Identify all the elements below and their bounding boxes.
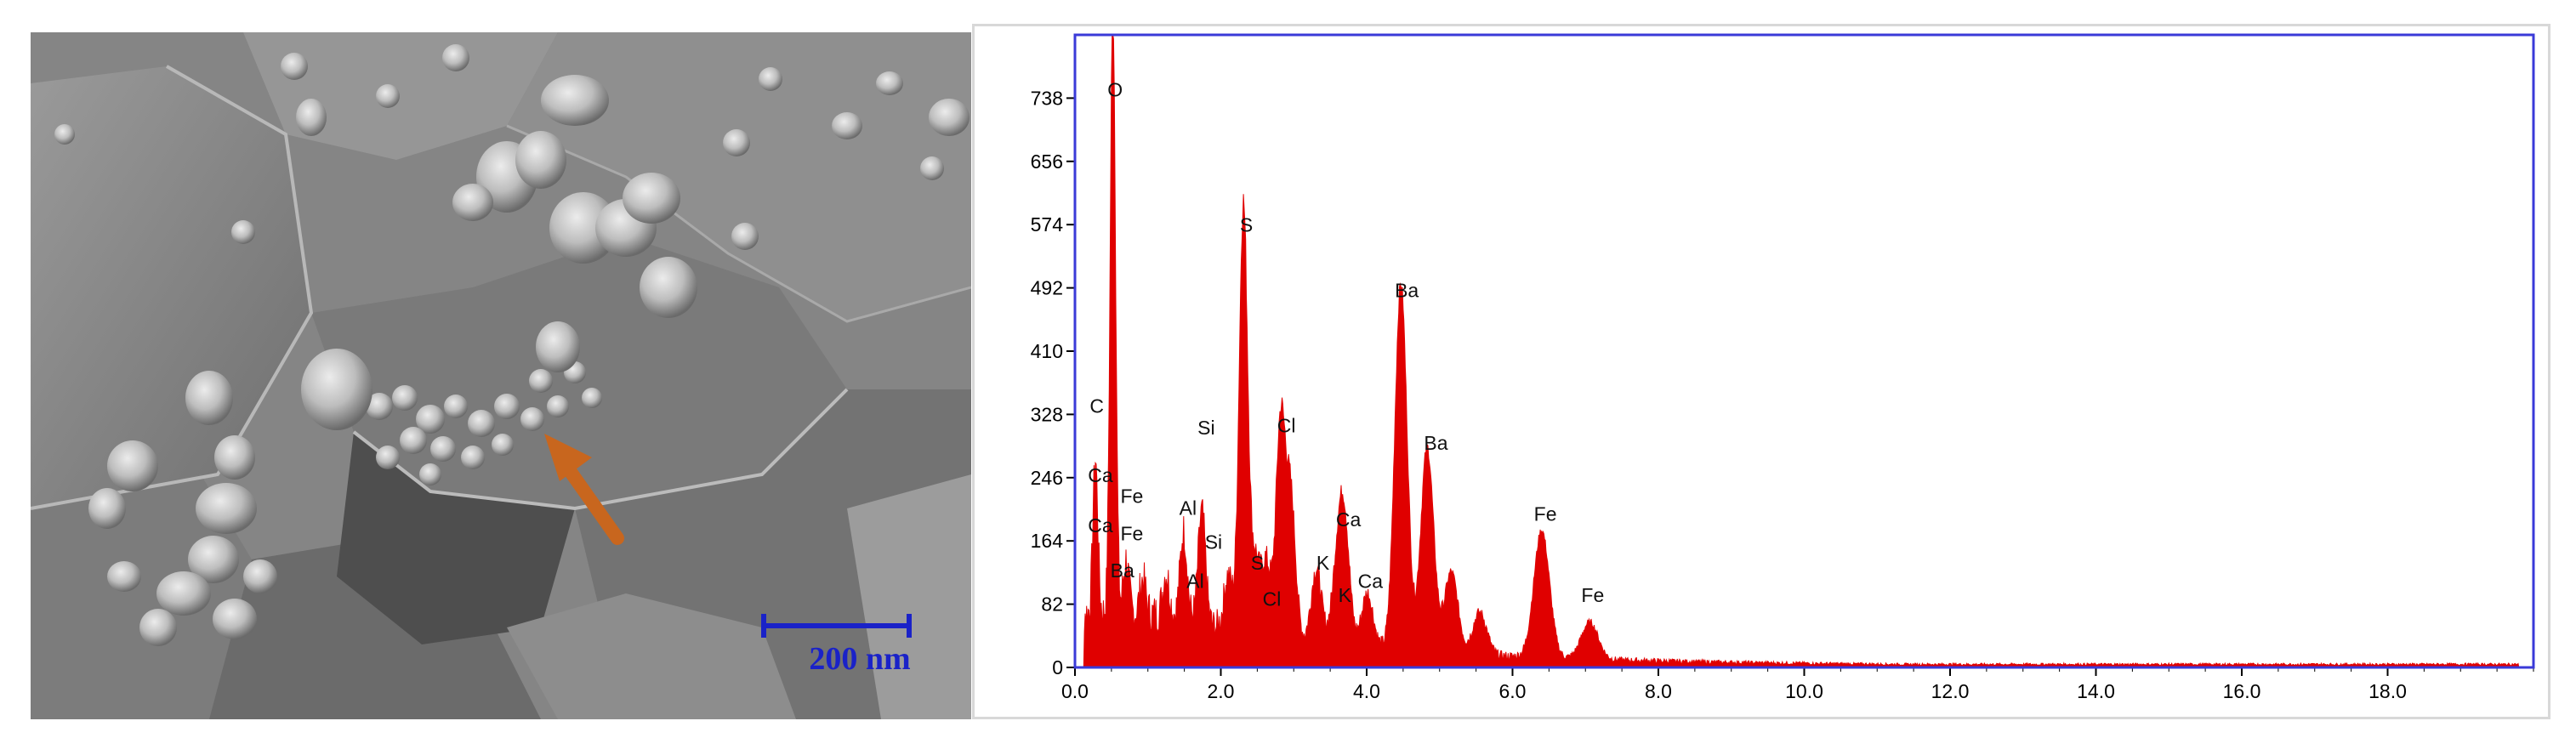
spectrum-peak-14 [1336,605,1338,606]
peak-label: Fe [1534,503,1557,525]
peak-labels: O S Ba Ba C Si Cl Ca Fe Al Ca Fe Si Ca Fe Ba S K Al Ca Cl K Fe [1088,79,1604,610]
spectrum-peak-5 [1183,578,1185,580]
spectrum-peak-0 [1095,513,1096,514]
x-tick-label: 18.0 [2368,680,2407,702]
y-tick-label: 328 [1031,403,1063,425]
peak-label: Fe [1120,522,1143,544]
spectrum-peak-8 [1243,238,1244,240]
eds-spectrum-panel: 0 82 164 246 328 410 492 574 656 738 0.0 2.0 4.0 6.0… [972,24,2550,719]
y-tick-label: 82 [1041,593,1063,616]
x-tick-label: 14.0 [2077,680,2115,702]
scale-bar [761,614,912,638]
spectrum-peak-20 [1479,624,1481,626]
x-axis: 0.0 2.0 4.0 6.0 8.0 10.0 12.0 14.0 16.0 18.0 [1061,667,2534,702]
x-tick-label: 16.0 [2223,680,2261,702]
spectrum-peak-10 [1265,593,1267,595]
spectrum-peak-16 [1367,612,1368,614]
peak-label: Ca [1088,464,1113,486]
peak-label: K [1316,552,1330,574]
peak-label: Ba [1111,559,1134,582]
spectrum-peak-7 [1227,612,1229,614]
spectrum-peak-2 [1125,612,1127,614]
spectrum-peak-21 [1541,539,1543,541]
peak-label: Ca [1336,508,1362,531]
y-tick-label: 738 [1031,87,1063,109]
peak-label: C [1089,395,1104,417]
spectrum-peak-15 [1343,543,1345,545]
peak-label: O [1107,79,1123,101]
y-axis: 0 82 164 246 328 410 492 574 656 738 [1031,87,1075,678]
spectrum-peak-12 [1290,528,1292,530]
spectrum-peak-1 [1112,57,1114,59]
x-tick-label: 0.0 [1061,680,1089,702]
x-tick-label: 12.0 [1931,680,1970,702]
peak-label: Ba [1424,432,1447,454]
peak-label: S [1251,552,1264,574]
peak-label: Ca [1358,571,1384,593]
y-tick-label: 492 [1031,277,1063,299]
spectrum-peak-6 [1201,554,1203,556]
peak-label: Si [1197,417,1214,439]
y-tick-label: 656 [1031,150,1063,173]
x-tick-label: 8.0 [1645,680,1672,702]
plot-frame [1073,33,2535,669]
sem-micrograph: 200 nm [31,32,971,719]
x-tick-label: 10.0 [1785,680,1823,702]
eds-spectrum-chart: 0 82 164 246 328 410 492 574 656 738 0.0 2.0 4.0 6.0… [1031,33,2535,702]
peak-label: Cl [1263,588,1282,610]
peak-label: Si [1205,531,1222,553]
y-tick-label: 164 [1031,530,1064,552]
peak-label: Ba [1395,279,1419,301]
spectrum-peak-17 [1400,300,1402,302]
plot-area [1075,34,2520,668]
spectrum-peak-22 [1589,629,1590,631]
x-tick-label: 6.0 [1499,680,1527,702]
pointer-arrow [544,434,624,545]
spectrum-area [1075,34,2520,668]
y-tick-label: 574 [1031,213,1064,236]
y-tick-label: 410 [1031,340,1063,362]
peak-label: K [1339,584,1352,606]
x-tick-label: 2.0 [1208,680,1235,702]
spectrum-peak-19 [1450,586,1452,588]
x-tick-label: 4.0 [1353,680,1380,702]
peak-label: Fe [1581,584,1604,606]
peak-label: Al [1186,571,1203,593]
peak-label: Cl [1277,414,1296,436]
peak-label: Ca [1088,514,1113,536]
y-tick-label: 246 [1031,467,1063,489]
y-tick-label: 0 [1052,656,1063,678]
peak-label: Fe [1120,485,1143,508]
peak-label: S [1240,213,1253,236]
peak-label: Al [1180,497,1197,519]
spectrum-peak-4 [1165,624,1167,626]
scale-bar-label: 200 nm [809,641,911,677]
sem-texture [31,32,971,719]
spectrum-peak-9 [1254,593,1256,595]
